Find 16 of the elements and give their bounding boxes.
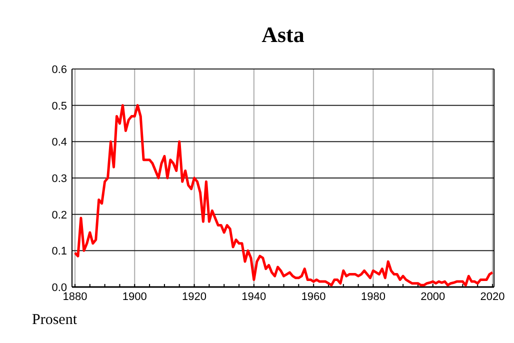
x-tick-label: 1980: [360, 291, 386, 303]
y-tick-label: 0.2: [52, 209, 67, 222]
text: Prosent: [32, 312, 78, 328]
y-tick-label: 0.1: [52, 246, 67, 258]
x-tick-label: 1960: [301, 291, 326, 303]
y-tick-label: 0.5: [52, 100, 67, 112]
y-tick-label: 0.4: [52, 136, 67, 149]
y-tick-label: 0.3: [52, 173, 67, 185]
x-tick-label: 1940: [242, 291, 266, 303]
x-tick-label: 1900: [122, 291, 147, 303]
x-tick-label: 2000: [420, 291, 446, 303]
y-tick-label: 0.6: [52, 64, 67, 76]
x-tick-label: 1880: [62, 291, 88, 303]
x-tick-label: 1920: [182, 291, 207, 303]
chart-title: Asta: [262, 22, 304, 47]
x-tick-label: 2020: [480, 291, 505, 303]
